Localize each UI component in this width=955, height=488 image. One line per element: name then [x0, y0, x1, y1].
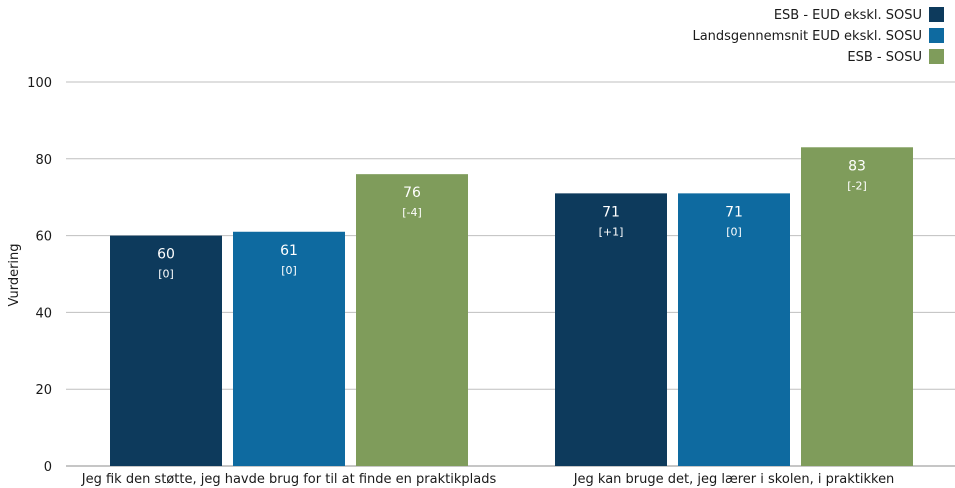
- bar-diff-label: [0]: [158, 268, 174, 281]
- bar: [356, 174, 468, 466]
- x-category-label: Jeg fik den støtte, jeg havde brug for t…: [81, 472, 497, 487]
- y-tick-label: 0: [44, 460, 52, 475]
- bar-value-label: 83: [848, 158, 866, 174]
- y-tick-label: 40: [35, 306, 52, 321]
- legend-swatch: [929, 7, 944, 22]
- legend-label: ESB - EUD ekskl. SOSU: [774, 8, 922, 23]
- y-tick-label: 100: [27, 76, 52, 91]
- axes: 0 20 40 60 80 100 Jeg fik den støtte, jeg havd…: [27, 76, 894, 487]
- legend-label: Landsgennemsnit EUD ekskl. SOSU: [692, 29, 922, 44]
- bar: [233, 231, 345, 466]
- bar-diff-label: [0]: [726, 225, 742, 238]
- bar: [110, 235, 222, 466]
- bar-value-label: 71: [725, 204, 743, 220]
- y-tick-label: 60: [35, 230, 52, 245]
- y-tick-label: 20: [35, 383, 52, 398]
- bar: [555, 193, 667, 467]
- bar: [801, 147, 913, 466]
- bar-diff-label: [0]: [281, 264, 297, 277]
- bar-value-label: 71: [602, 204, 620, 220]
- bar-value-label: 76: [403, 185, 421, 201]
- legend-label: ESB - SOSU: [847, 50, 922, 65]
- y-axis-title: Vurdering: [7, 243, 22, 306]
- bars: 60 [0] 61 [0] 76 [-4] 71 [+1] 71 [0] 83 [-2]: [110, 147, 913, 467]
- bar: [678, 193, 790, 467]
- bar-diff-label: [+1]: [599, 225, 624, 238]
- legend: ESB - EUD ekskl. SOSU Landsgennemsnit EUD…: [692, 7, 944, 65]
- bar-value-label: 61: [280, 243, 298, 259]
- bar-value-label: 60: [157, 247, 175, 263]
- x-category-label: Jeg kan bruge det, jeg lærer i skolen, i…: [573, 472, 895, 487]
- bar-diff-label: [-4]: [402, 206, 422, 219]
- legend-swatch: [929, 28, 944, 43]
- y-tick-label: 80: [35, 153, 52, 168]
- legend-swatch: [929, 49, 944, 64]
- bar-diff-label: [-2]: [847, 179, 867, 192]
